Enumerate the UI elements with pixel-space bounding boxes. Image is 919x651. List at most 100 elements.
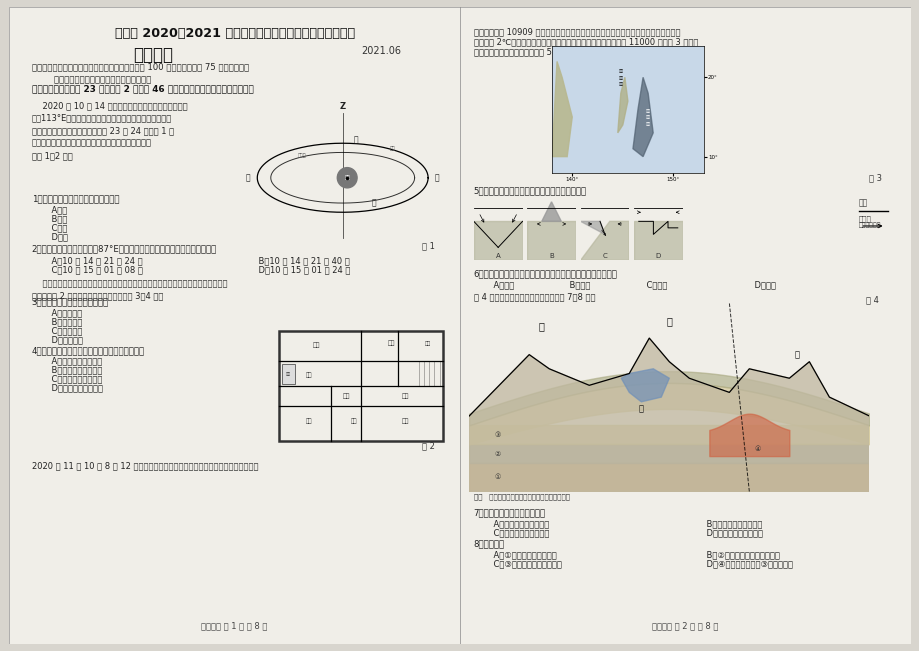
- Text: 卖场: 卖场: [305, 418, 312, 424]
- Text: C．10 月 15 日 01 时 08 分: C．10 月 15 日 01 时 08 分: [40, 265, 142, 274]
- Text: ④: ④: [754, 446, 760, 452]
- Polygon shape: [633, 221, 682, 260]
- Text: 海平面: 海平面: [857, 215, 870, 223]
- Polygon shape: [469, 338, 868, 492]
- Text: A．白昂时间逐渐变长: A．白昂时间逐渐变长: [40, 357, 102, 366]
- Text: 甲: 甲: [538, 322, 543, 331]
- Text: 2020 年 11 月 10 日 8 时 12 分，中国「奋斗者」号载人潜水器在马里亚纳海沟成功坐: 2020 年 11 月 10 日 8 时 12 分，中国「奋斗者」号载人潜水器在…: [31, 462, 258, 471]
- Text: 亚纳: 亚纳: [618, 76, 623, 79]
- Text: 高一地理 第 1 页 共 8 页: 高一地理 第 1 页 共 8 页: [201, 622, 267, 630]
- Text: A．①处岩层可能存在化石: A．①处岩层可能存在化石: [482, 550, 556, 559]
- Text: 丙: 丙: [245, 173, 250, 182]
- Text: ②: ②: [494, 450, 500, 457]
- Text: B: B: [549, 253, 553, 260]
- Text: 黄道: 黄道: [389, 146, 394, 151]
- Polygon shape: [527, 221, 575, 260]
- Text: C．丙: C．丙: [40, 223, 67, 232]
- Text: D．丁: D．丁: [40, 232, 68, 242]
- Text: 群岛: 群岛: [618, 82, 623, 86]
- Text: Z: Z: [339, 102, 346, 111]
- Text: D．太阳直射点的移动: D．太阳直射点的移动: [40, 383, 103, 393]
- Text: C．丙处河岸侵蚀较明显: C．丙处河岸侵蚀较明显: [482, 529, 549, 537]
- Text: 板块运动方向: 板块运动方向: [857, 223, 880, 228]
- Text: ③: ③: [494, 432, 500, 438]
- Text: 图例   泥岩图页岩图沙岩』花岗岩图石灰岩河、湖: 图例 泥岩图页岩图沙岩』花岗岩图石灰岩河、湖: [473, 493, 569, 500]
- Bar: [281, 364, 295, 383]
- Text: D．丁处易受泥石流侵袭: D．丁处易受泥石流侵袭: [696, 529, 763, 537]
- Text: 乙: 乙: [354, 135, 358, 145]
- Text: A．10 月 14 日 21 时 24 分: A．10 月 14 日 21 时 24 分: [40, 256, 142, 265]
- Text: 书房: 书房: [402, 418, 409, 424]
- Text: 高一地理: 高一地理: [133, 46, 174, 64]
- Text: 2．中国科学院新疆天文台（87°E）观察到位于上中天的火星，其时间大约是: 2．中国科学院新疆天文台（87°E）观察到位于上中天的火星，其时间大约是: [31, 245, 217, 253]
- Text: 4．该季节后，冰筱门不受阳光照射的根本原因是: 4．该季节后，冰筱门不受阳光照射的根本原因是: [31, 346, 144, 355]
- Text: 厕所: 厕所: [305, 373, 312, 378]
- Text: 图 4: 图 4: [866, 295, 879, 304]
- Text: 底，坐底深度 10909 米，马里亚纳海沟被称为「地球第四极」，水压高、完全黑暗、温: 底，坐底深度 10909 米，马里亚纳海沟被称为「地球第四极」，水压高、完全黑暗…: [473, 27, 679, 36]
- Text: 马里: 马里: [645, 109, 650, 113]
- Text: 丁: 丁: [371, 199, 376, 208]
- Text: 客厅: 客厅: [387, 340, 394, 346]
- Polygon shape: [551, 61, 572, 157]
- Text: 图 2: 图 2: [422, 441, 435, 450]
- Text: 苏州小明家厨房阳台放置了一台冰筱，他发现，一年中有一段时间，阳光会照射到冰
筱门上。图 2 为小明家户型简图。据此回答 3～4 题。: 苏州小明家厨房阳台放置了一台冰筱，他发现，一年中有一段时间，阳光会照射到冰 筱门…: [31, 279, 227, 300]
- Text: 3．冰筱门受到阳光照射的时段是: 3．冰筱门受到阳光照射的时段是: [31, 298, 108, 307]
- Text: 学习: 学习: [350, 418, 357, 424]
- Polygon shape: [469, 444, 868, 464]
- Polygon shape: [469, 464, 868, 492]
- Text: B．冬季上午: B．冬季上午: [40, 317, 82, 326]
- Text: B．高压: B．高压: [559, 280, 590, 289]
- Text: 卧室: 卧室: [402, 393, 409, 398]
- Polygon shape: [618, 77, 628, 133]
- Text: 丙: 丙: [638, 404, 643, 413]
- Text: 度低（约 2℃），是地球上环境最恶劣的区域之一，其最深处接近 11000 米。图 3 为马里: 度低（约 2℃），是地球上环境最恶劣的区域之一，其最深处接近 11000 米。图…: [473, 37, 698, 46]
- Text: 亚纳: 亚纳: [645, 115, 650, 119]
- Text: B．乙山因断裂抬升形成: B．乙山因断裂抬升形成: [696, 519, 762, 529]
- Text: 阳台: 阳台: [425, 341, 431, 346]
- Text: 一、单项选择题：共 23 题，每题 2 分，共 46 分。每题只有一个选项最符合题意。: 一、单项选择题：共 23 题，每题 2 分，共 46 分。每题只有一个选项最符合…: [31, 85, 254, 93]
- Polygon shape: [580, 221, 629, 260]
- Text: 2020 年 10 月 14 日发生「火星冲日」天象。当日，广
州（113°E）天文爱好者观测到火星位于上中天（即火星位
于当地所在经线正上方）的时间是 23 : 2020 年 10 月 14 日发生「火星冲日」天象。当日，广 州（113°E）…: [31, 101, 187, 160]
- Text: D: D: [655, 253, 660, 260]
- Text: 7．有关图中四地叙述正确的是: 7．有关图中四地叙述正确的是: [473, 508, 545, 518]
- Text: B．②处岩石经过变质作用而成: B．②处岩石经过变质作用而成: [696, 550, 779, 559]
- Text: C．③处岩石物质来源于地核: C．③处岩石物质来源于地核: [482, 559, 561, 568]
- Text: 地球: 地球: [344, 175, 350, 180]
- Text: C．夏季正午: C．夏季正午: [40, 326, 82, 335]
- Text: A．甲: A．甲: [40, 206, 67, 215]
- Text: C: C: [602, 253, 607, 260]
- Polygon shape: [473, 221, 522, 260]
- Text: 2021.06: 2021.06: [361, 46, 401, 56]
- Text: 图 3: 图 3: [868, 174, 881, 183]
- Text: D．④处断层形成早于③处岩浆侵入: D．④处断层形成早于③处岩浆侵入: [696, 559, 792, 568]
- Text: 图 4 为武谷某地局部示意图，据此回答 7～8 题。: 图 4 为武谷某地局部示意图，据此回答 7～8 题。: [473, 292, 595, 301]
- Text: 冰筱: 冰筱: [286, 372, 290, 376]
- Text: 1．「火星冲日」当天，太阳大致位于: 1．「火星冲日」当天，太阳大致位于: [31, 195, 119, 204]
- Text: A: A: [495, 253, 500, 260]
- Text: 马里: 马里: [618, 70, 623, 74]
- Text: 卧室: 卧室: [312, 343, 320, 348]
- Polygon shape: [469, 426, 868, 444]
- Text: A．夏季早晨: A．夏季早晨: [40, 309, 82, 317]
- Text: 苏州市 2020～2021 学年第二学期学业质量阳光指标调研卷: 苏州市 2020～2021 学年第二学期学业质量阳光指标调研卷: [114, 27, 355, 40]
- Text: B．正午太阳高度变大: B．正午太阳高度变大: [40, 366, 102, 375]
- Text: 6．「奋斗者」号坐底深海，需要克服周围环境中最大的困难是: 6．「奋斗者」号坐底深海，需要克服周围环境中最大的困难是: [473, 270, 617, 279]
- Text: 海沟: 海沟: [645, 122, 650, 126]
- Text: 图 1: 图 1: [422, 242, 435, 250]
- Text: 说明：本试卷包括选择题、非选择题两部分。满分 100 分，考试时间为 75 分钟。考生答
        题全部答在答题卡上，答在本试卷上无效。: 说明：本试卷包括选择题、非选择题两部分。满分 100 分，考试时间为 75 分钟…: [31, 62, 249, 84]
- Circle shape: [337, 167, 357, 188]
- Text: 图例: 图例: [857, 198, 867, 207]
- Text: D．10 月 15 日 01 时 24 分: D．10 月 15 日 01 时 24 分: [248, 265, 350, 274]
- Text: 天赤道: 天赤道: [298, 153, 306, 158]
- Text: 厨房: 厨房: [342, 393, 349, 398]
- Text: 5．下列四图中，正确表示马里亚纳海沟形成的是: 5．下列四图中，正确表示马里亚纳海沟形成的是: [473, 186, 586, 195]
- Text: B．10 月 14 日 21 时 40 分: B．10 月 14 日 21 时 40 分: [248, 256, 349, 265]
- Text: 高一地理 第 2 页 共 8 页: 高一地理 第 2 页 共 8 页: [652, 622, 718, 630]
- Text: A．甲山属于喀斯特地貌: A．甲山属于喀斯特地貌: [482, 519, 549, 529]
- Text: C．地球公转速度变快: C．地球公转速度变快: [40, 374, 102, 383]
- Text: 乙: 乙: [665, 316, 672, 327]
- FancyBboxPatch shape: [9, 7, 910, 644]
- Polygon shape: [632, 77, 652, 157]
- Text: D．冬季傍晚: D．冬季傍晚: [40, 335, 83, 344]
- Text: A．结冰: A．结冰: [482, 280, 513, 289]
